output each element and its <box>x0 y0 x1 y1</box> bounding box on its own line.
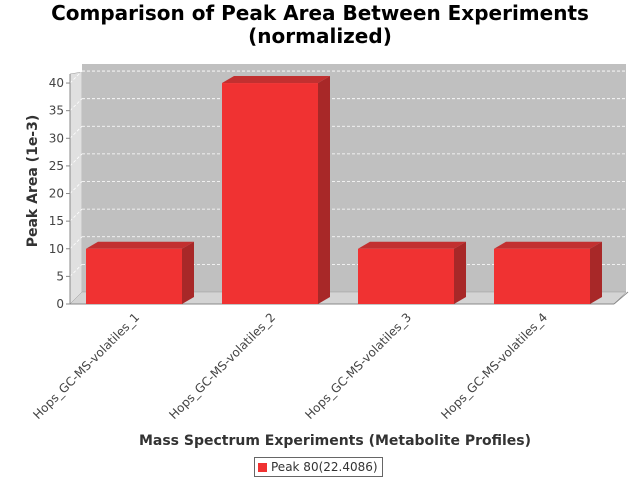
bar-top <box>494 241 602 249</box>
bar-side <box>454 241 466 304</box>
legend: Peak 80(22.4086) <box>254 457 383 477</box>
y-tick-label: 25 <box>49 159 64 173</box>
y-tick-label: 15 <box>49 214 64 228</box>
bar-top <box>222 76 330 84</box>
y-axis-title: Peak Area (1e-3) <box>25 115 41 248</box>
bar <box>358 241 466 304</box>
bar-front <box>86 248 182 304</box>
x-tick-label: Hops_GC-MS-volatiles_3 <box>302 310 414 422</box>
bar-front <box>222 83 318 304</box>
gridline-wall <box>69 70 83 84</box>
bar <box>222 76 330 304</box>
y-tick-label: 35 <box>49 104 64 118</box>
y-tick-label: 40 <box>49 76 64 90</box>
y-tick-labels: 0 5 10 15 20 25 30 35 40 <box>49 76 64 311</box>
gridline-wall <box>69 153 83 167</box>
y-tick-label: 0 <box>56 297 64 311</box>
y-tick-label: 20 <box>49 187 64 201</box>
gridline-wall <box>69 181 83 194</box>
bar-side <box>182 241 194 304</box>
x-tick-label: Hops_GC-MS-volatiles_4 <box>438 310 550 422</box>
chart-title: Comparison of Peak Area Between Experime… <box>0 2 640 48</box>
chart-title-line-2: (normalized) <box>248 24 392 48</box>
gridlines <box>69 70 626 277</box>
bars <box>86 76 602 304</box>
left-wall <box>69 71 83 305</box>
y-tick-label: 30 <box>49 131 64 145</box>
floor-edge <box>613 291 629 305</box>
bar-top <box>86 241 194 249</box>
gridline-wall <box>69 264 83 277</box>
y-tick-label: 5 <box>56 269 64 283</box>
bar-side <box>318 76 330 304</box>
gridline-wall <box>69 126 83 139</box>
y-tick-label: 10 <box>49 242 64 256</box>
gridline-wall <box>69 98 83 111</box>
bar-side <box>590 241 602 304</box>
bar <box>86 241 194 304</box>
bar-top <box>358 241 466 249</box>
bar <box>494 241 602 304</box>
chart-title-line-1: Comparison of Peak Area Between Experime… <box>51 1 589 25</box>
x-tick-label: Hops_GC-MS-volatiles_2 <box>166 310 278 422</box>
legend-swatch <box>258 462 267 472</box>
gridline-wall <box>69 208 83 222</box>
x-axis-title: Mass Spectrum Experiments (Metabolite Pr… <box>139 433 531 449</box>
bar-front <box>494 248 590 304</box>
x-tick-labels: Hops_GC-MS-volatiles_1 Hops_GC-MS-volatil… <box>30 310 550 422</box>
bar-front <box>358 248 454 304</box>
gridline-wall <box>69 236 83 250</box>
legend-label: Peak 80(22.4086) <box>271 460 378 474</box>
x-tick-label: Hops_GC-MS-volatiles_1 <box>30 310 142 422</box>
